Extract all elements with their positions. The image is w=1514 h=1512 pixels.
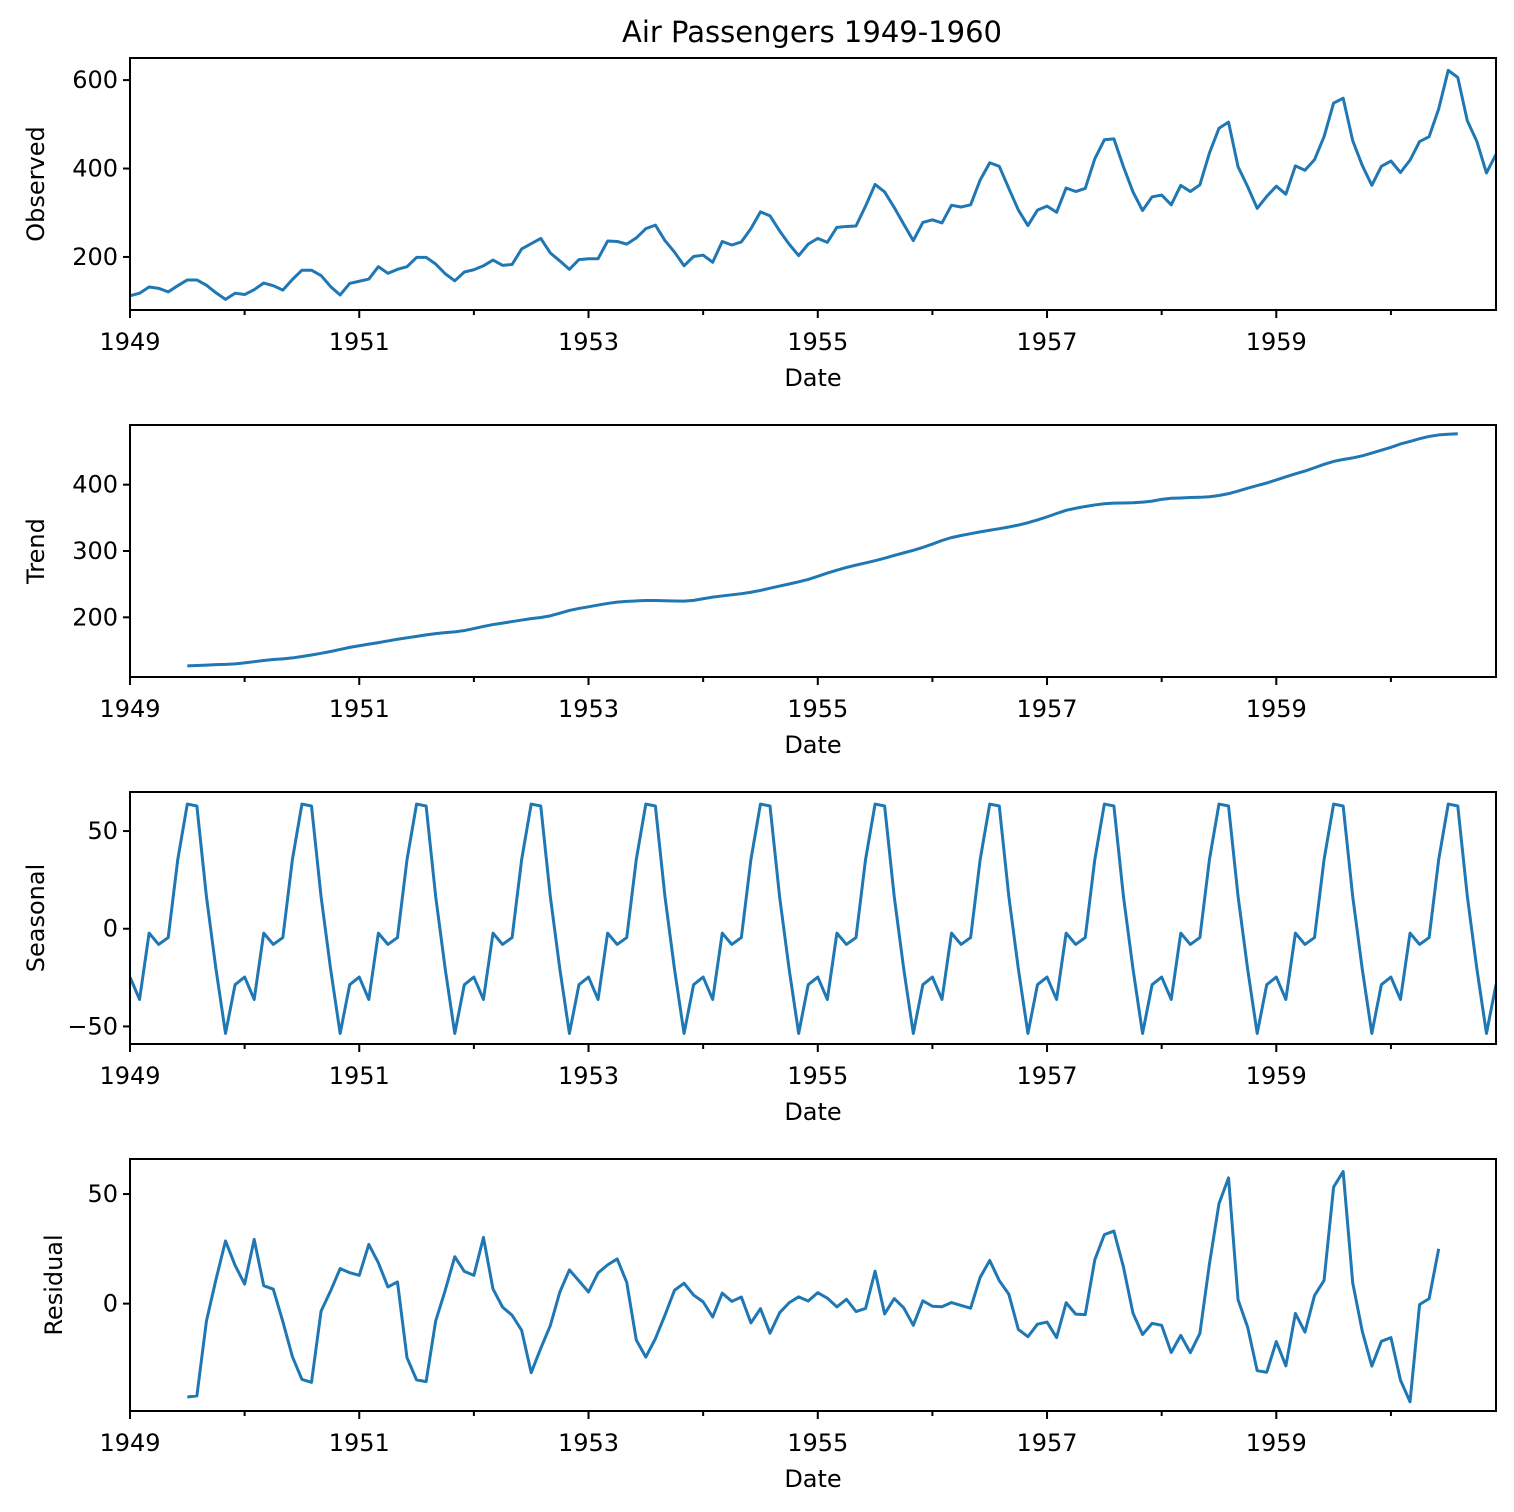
trend-line — [187, 432, 1458, 668]
observed-xtick-label: 1955 — [787, 328, 848, 356]
trend-ytick-label: 300 — [72, 537, 118, 565]
observed-xlabel: Date — [784, 364, 841, 392]
trend-ylabel: Trend — [22, 518, 50, 585]
observed-ytick-label: 200 — [72, 243, 118, 271]
observed-panel: 200 400 600 1949 1951 1953 1955 1957 1959 Date Obs… — [22, 57, 1497, 392]
residual-xtick-label: 1955 — [787, 1429, 848, 1457]
residual-axes-frame — [129, 1158, 1497, 1412]
trend-ytick-label: 200 — [72, 603, 118, 631]
residual-xtick-label: 1953 — [558, 1429, 619, 1457]
trend-axes-frame — [129, 424, 1497, 678]
figure-title: Air Passengers 1949-1960 — [622, 15, 1002, 49]
trend-xtick-label: 1953 — [558, 695, 619, 723]
observed-ytick-label: 400 — [72, 155, 118, 183]
seasonal-ytick-label: −50 — [67, 1012, 118, 1040]
trend-xtick-label: 1957 — [1016, 695, 1077, 723]
observed-xtick-label: 1949 — [99, 328, 160, 356]
observed-xtick-label: 1953 — [558, 328, 619, 356]
residual-line — [187, 1169, 1441, 1404]
residual-xtick-label: 1949 — [99, 1429, 160, 1457]
trend-panel: 200 300 400 1949 1951 1953 1955 1957 1959 Date Tre… — [22, 424, 1497, 759]
observed-xtick-label: 1957 — [1016, 328, 1077, 356]
seasonal-xtick-label: 1951 — [329, 1062, 390, 1090]
seasonal-ylabel: Seasonal — [22, 864, 50, 972]
observed-ytick-label: 600 — [72, 66, 118, 94]
seasonal-panel: −50 0 50 1949 1951 1953 1955 1957 1959 Date Season… — [22, 791, 1497, 1126]
observed-ylabel: Observed — [22, 126, 50, 241]
seasonal-axes-frame — [129, 791, 1497, 1045]
seasonal-xlabel: Date — [784, 1098, 841, 1126]
residual-ytick-label: 0 — [103, 1290, 118, 1318]
trend-xtick-label: 1959 — [1246, 695, 1307, 723]
seasonal-xtick-label: 1957 — [1016, 1062, 1077, 1090]
trend-xlabel: Date — [784, 731, 841, 759]
residual-xtick-label: 1957 — [1016, 1429, 1077, 1457]
residual-xtick-label: 1959 — [1246, 1429, 1307, 1457]
seasonal-xtick-label: 1949 — [99, 1062, 160, 1090]
observed-xtick-label: 1951 — [329, 328, 390, 356]
residual-xtick-label: 1951 — [329, 1429, 390, 1457]
seasonal-ytick-label: 50 — [87, 817, 118, 845]
seasonal-xtick-label: 1959 — [1246, 1062, 1307, 1090]
seasonal-ytick-label: 0 — [103, 915, 118, 943]
seasonal-line — [130, 802, 1496, 1035]
trend-ytick-label: 400 — [72, 471, 118, 499]
observed-xtick-label: 1959 — [1246, 328, 1307, 356]
residual-panel: 0 50 1949 1951 1953 1955 1957 1959 Date Residual — [40, 1158, 1497, 1493]
seasonal-xtick-label: 1953 — [558, 1062, 619, 1090]
residual-ylabel: Residual — [40, 1234, 68, 1335]
residual-xlabel: Date — [784, 1465, 841, 1493]
trend-xtick-label: 1949 — [99, 695, 160, 723]
trend-xtick-label: 1955 — [787, 695, 848, 723]
observed-line — [130, 68, 1496, 301]
residual-ytick-label: 50 — [87, 1180, 118, 1208]
observed-axes-frame — [129, 57, 1497, 311]
seasonal-xtick-label: 1955 — [787, 1062, 848, 1090]
trend-xtick-label: 1951 — [329, 695, 390, 723]
